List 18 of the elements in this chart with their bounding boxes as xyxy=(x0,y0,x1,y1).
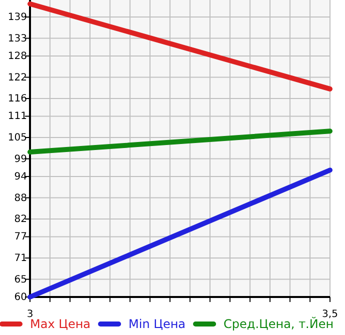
y-tick-label: 122 xyxy=(8,72,27,84)
y-tick-label: 82 xyxy=(14,214,27,226)
legend-label: Max Цена xyxy=(30,317,91,331)
y-tick-label: 139 xyxy=(8,12,27,24)
y-tick-label: 77 xyxy=(14,232,27,243)
y-tick-label: 88 xyxy=(14,192,27,204)
y-tick-label: 71 xyxy=(14,253,27,264)
y-tick-label: 133 xyxy=(8,33,27,44)
y-tick-label: 111 xyxy=(8,111,27,122)
y-tick-label: 105 xyxy=(8,132,27,144)
x-tick-label: 3 xyxy=(26,309,34,320)
y-tick-label: 116 xyxy=(8,94,27,105)
legend-label: Min Цена xyxy=(128,317,186,331)
y-tick-label: 60 xyxy=(14,292,27,303)
y-tick-label: 65 xyxy=(14,274,27,286)
y-tick-label: 99 xyxy=(14,154,27,165)
y-tick-label: 128 xyxy=(8,51,27,62)
y-tick-label: 94 xyxy=(14,172,27,182)
